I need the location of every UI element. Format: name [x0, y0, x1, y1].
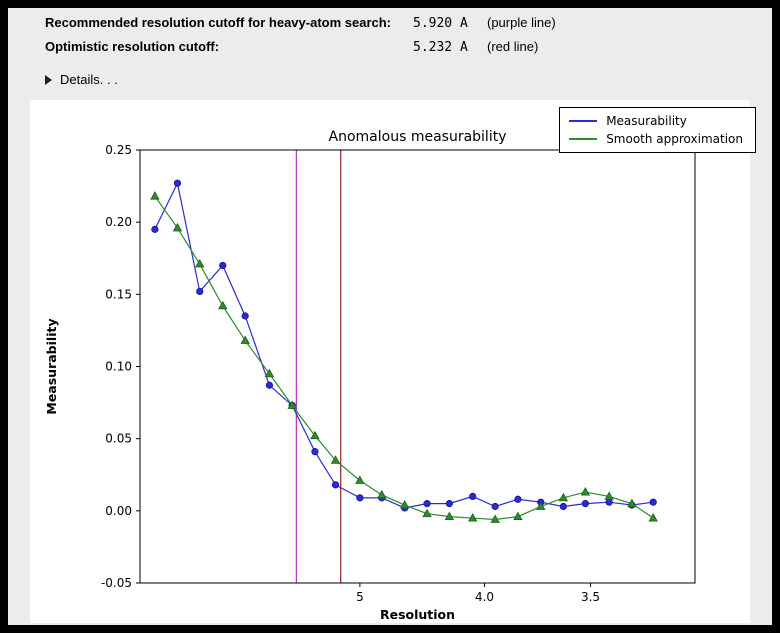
- measurability-chart: 0.25 0.20 0.15 0.10 0.05 0.00 -0.05 5 4.0 3.5 Anom…: [44, 129, 696, 622]
- optimistic-cutoff-label: Optimistic resolution cutoff:: [45, 39, 220, 54]
- recommended-cutoff-label: Recommended resolution cutoff for heavy-…: [45, 15, 392, 30]
- svg-text:0.00: 0.00: [105, 504, 132, 518]
- disclosure-triangle-icon: [45, 74, 52, 85]
- svg-text:5: 5: [356, 590, 364, 604]
- svg-text:Anomalous measurability: Anomalous measurability: [329, 129, 507, 145]
- svg-text:0.10: 0.10: [105, 360, 132, 374]
- recommended-cutoff-note: (purple line): [487, 15, 556, 30]
- svg-text:0.20: 0.20: [105, 215, 132, 229]
- recommended-cutoff-value: 5.920 A: [413, 16, 468, 31]
- measurability-line-swatch: [569, 120, 598, 122]
- resolution-cutoff-summary: Recommended resolution cutoff for heavy-…: [45, 15, 764, 87]
- details-label: Details. . .: [60, 72, 118, 87]
- chart-legend: Measurability Smooth approximation: [559, 107, 756, 153]
- legend-label-measurability: Measurability: [606, 114, 687, 128]
- svg-text:-0.05: -0.05: [101, 576, 132, 590]
- svg-text:4.0: 4.0: [475, 590, 494, 604]
- legend-item-measurability: Measurability: [569, 114, 743, 128]
- svg-text:0.05: 0.05: [105, 432, 132, 446]
- legend-item-smooth-approximation: Smooth approximation: [569, 132, 743, 146]
- svg-text:Resolution: Resolution: [380, 607, 455, 622]
- svg-text:0.25: 0.25: [105, 143, 132, 157]
- optimistic-cutoff-row: Optimistic resolution cutoff: 5.232 A (r…: [45, 39, 764, 63]
- smooth-approximation-line-swatch: [569, 138, 598, 140]
- legend-label-smooth-approximation: Smooth approximation: [606, 132, 743, 146]
- details-disclosure[interactable]: Details. . .: [45, 72, 165, 87]
- svg-text:3.5: 3.5: [581, 590, 600, 604]
- recommended-cutoff-row: Recommended resolution cutoff for heavy-…: [45, 15, 764, 39]
- optimistic-cutoff-value: 5.232 A: [413, 40, 468, 55]
- svg-text:Measurability: Measurability: [44, 318, 59, 414]
- plot-figure: 0.25 0.20 0.15 0.10 0.05 0.00 -0.05 5 4.0 3.5 Anom…: [30, 100, 756, 623]
- svg-text:0.15: 0.15: [105, 287, 132, 301]
- xtriage-result-panel: Recommended resolution cutoff for heavy-…: [8, 8, 772, 625]
- optimistic-cutoff-note: (red line): [487, 39, 539, 54]
